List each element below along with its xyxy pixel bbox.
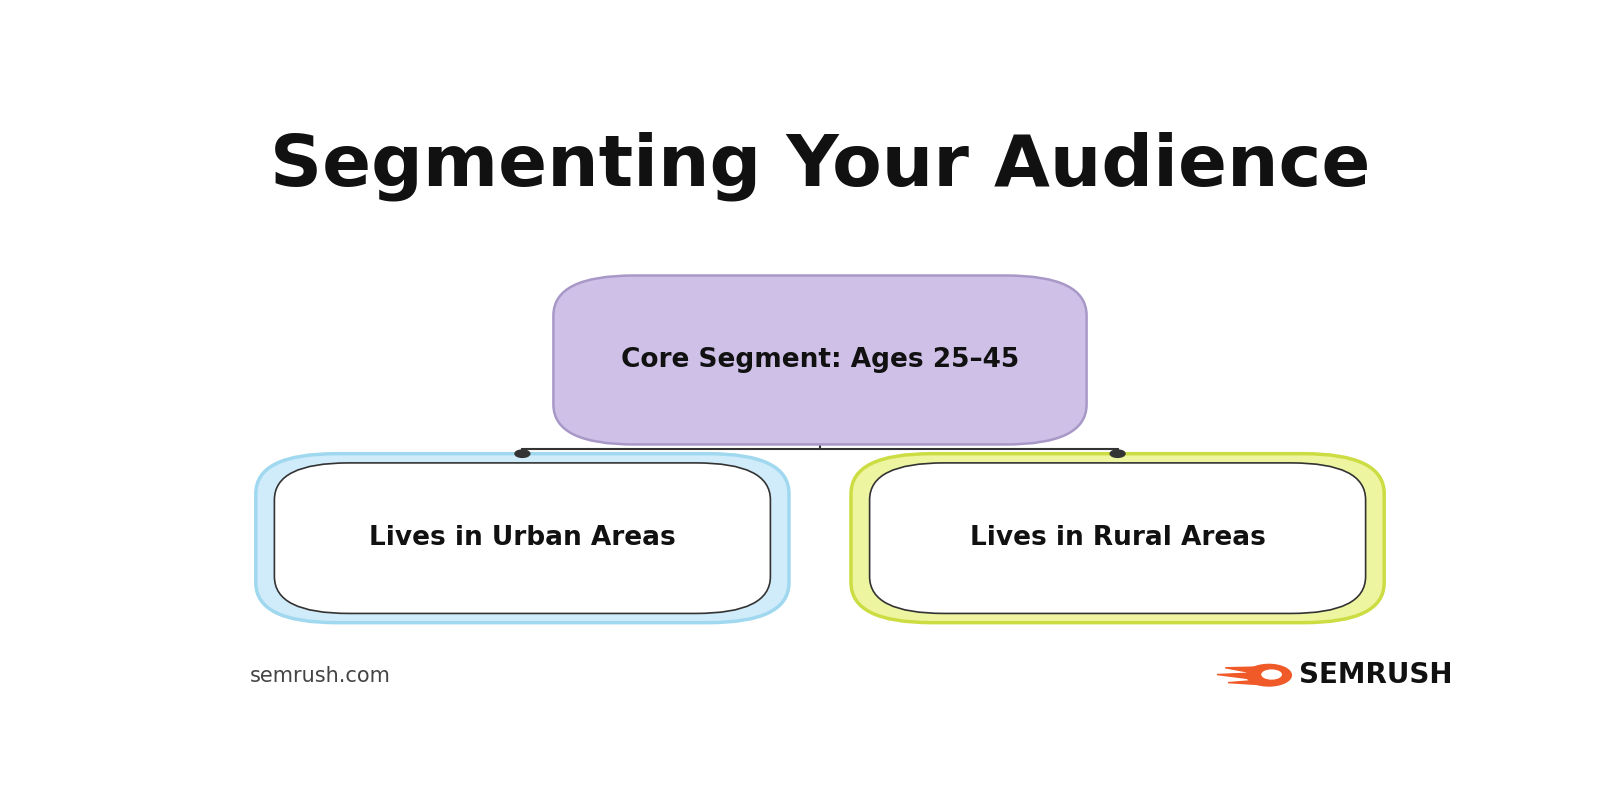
Text: Core Segment: Ages 25–45: Core Segment: Ages 25–45 bbox=[621, 347, 1019, 373]
FancyBboxPatch shape bbox=[870, 463, 1365, 614]
Polygon shape bbox=[1226, 667, 1258, 674]
Text: semrush.com: semrush.com bbox=[250, 666, 390, 686]
Circle shape bbox=[515, 450, 530, 457]
Circle shape bbox=[1261, 670, 1282, 680]
FancyBboxPatch shape bbox=[275, 463, 771, 614]
Text: Segmenting Your Audience: Segmenting Your Audience bbox=[270, 132, 1370, 201]
FancyBboxPatch shape bbox=[554, 275, 1086, 444]
Circle shape bbox=[1110, 450, 1125, 457]
Text: Lives in Rural Areas: Lives in Rural Areas bbox=[970, 525, 1266, 551]
Polygon shape bbox=[1227, 681, 1261, 685]
FancyBboxPatch shape bbox=[256, 454, 789, 622]
Circle shape bbox=[1246, 664, 1293, 687]
Polygon shape bbox=[1218, 674, 1254, 679]
Text: Lives in Urban Areas: Lives in Urban Areas bbox=[370, 525, 675, 551]
FancyBboxPatch shape bbox=[851, 454, 1384, 622]
Text: SEMRUSH: SEMRUSH bbox=[1299, 662, 1453, 689]
